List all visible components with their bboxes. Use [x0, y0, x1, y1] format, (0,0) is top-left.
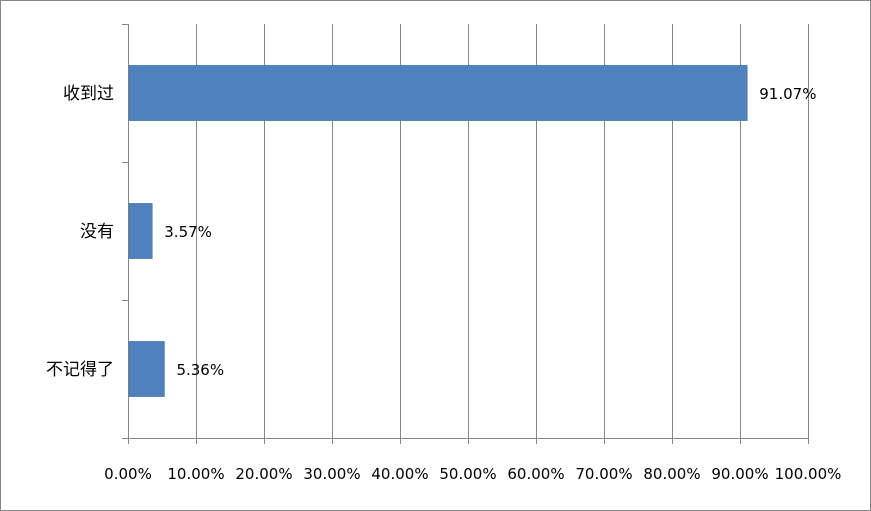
- bar-1: [128, 203, 153, 259]
- axes: [122, 24, 809, 444]
- data-label-2: 5.36%: [176, 361, 224, 379]
- bar-2: [128, 341, 165, 397]
- x-tick-label-5: 50.00%: [439, 465, 496, 483]
- x-tick-label-4: 40.00%: [371, 465, 428, 483]
- x-tick-label-9: 90.00%: [711, 465, 768, 483]
- category-label-0: 收到过: [63, 84, 114, 104]
- x-tick-label-10: 100.00%: [775, 465, 842, 483]
- labels: 0.00% 10.00% 20.00% 30.00% 40.00% 50.00% 60.00…: [46, 84, 841, 483]
- x-tick-label-1: 10.00%: [167, 465, 224, 483]
- category-label-1: 没有: [80, 222, 114, 242]
- x-tick-label-8: 80.00%: [643, 465, 700, 483]
- x-tick-label-0: 0.00%: [104, 465, 152, 483]
- data-label-0: 91.07%: [759, 85, 816, 103]
- x-tick-label-2: 20.00%: [235, 465, 292, 483]
- x-tick-label-3: 30.00%: [303, 465, 360, 483]
- x-tick-label-6: 60.00%: [507, 465, 564, 483]
- x-tick-label-7: 70.00%: [575, 465, 632, 483]
- bar-0: [128, 65, 748, 121]
- category-label-2: 不记得了: [46, 360, 114, 380]
- data-label-1: 3.57%: [164, 223, 212, 241]
- bars: [128, 65, 748, 397]
